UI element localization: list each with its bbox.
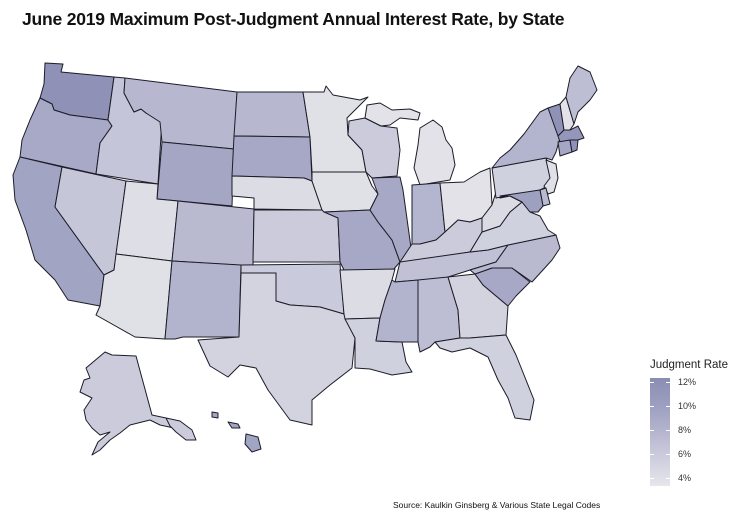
state-co[interactable] [171,200,255,267]
state-hi-oahu[interactable] [211,411,219,419]
state-mi[interactable] [413,119,456,186]
legend-tick [650,478,670,479]
state-nc[interactable] [469,234,561,283]
state-sd[interactable] [231,135,313,182]
state-tx[interactable] [197,272,356,426]
legend-label-6: 6% [678,449,692,459]
state-nm[interactable] [164,260,242,340]
legend-tick [650,382,670,383]
source-caption: Source: Kaulkin Ginsberg & Various State… [393,500,601,510]
legend-tick [650,430,670,431]
state-md[interactable] [499,189,544,213]
state-ks[interactable] [252,209,341,263]
state-ak-panhandle[interactable] [165,417,197,441]
legend-color-bar [650,378,670,486]
legend-label-10: 10% [678,401,697,411]
state-wy[interactable] [156,141,235,207]
legend-label-8: 8% [678,425,692,435]
state-ak[interactable] [79,351,175,456]
legend-tick [650,454,670,455]
chart-title: June 2019 Maximum Post-Judgment Annual I… [22,9,565,29]
state-nh[interactable] [559,96,575,131]
state-nd[interactable] [233,91,311,138]
state-hi-maui[interactable] [227,421,241,429]
state-ri[interactable] [569,139,579,153]
legend-label-12: 12% [678,377,697,387]
state-ne[interactable] [231,175,323,211]
state-me[interactable] [565,65,598,125]
legend-title: Judgment Rate [650,359,728,371]
state-fl[interactable] [434,334,535,421]
state-nj[interactable] [543,159,559,195]
state-mi-up[interactable] [364,102,421,127]
legend-tick [650,406,670,407]
state-hi[interactable] [244,433,262,453]
state-ia[interactable] [311,171,379,213]
state-ny[interactable] [491,107,561,169]
state-in[interactable] [411,182,446,245]
legend-label-4: 4% [678,473,692,483]
